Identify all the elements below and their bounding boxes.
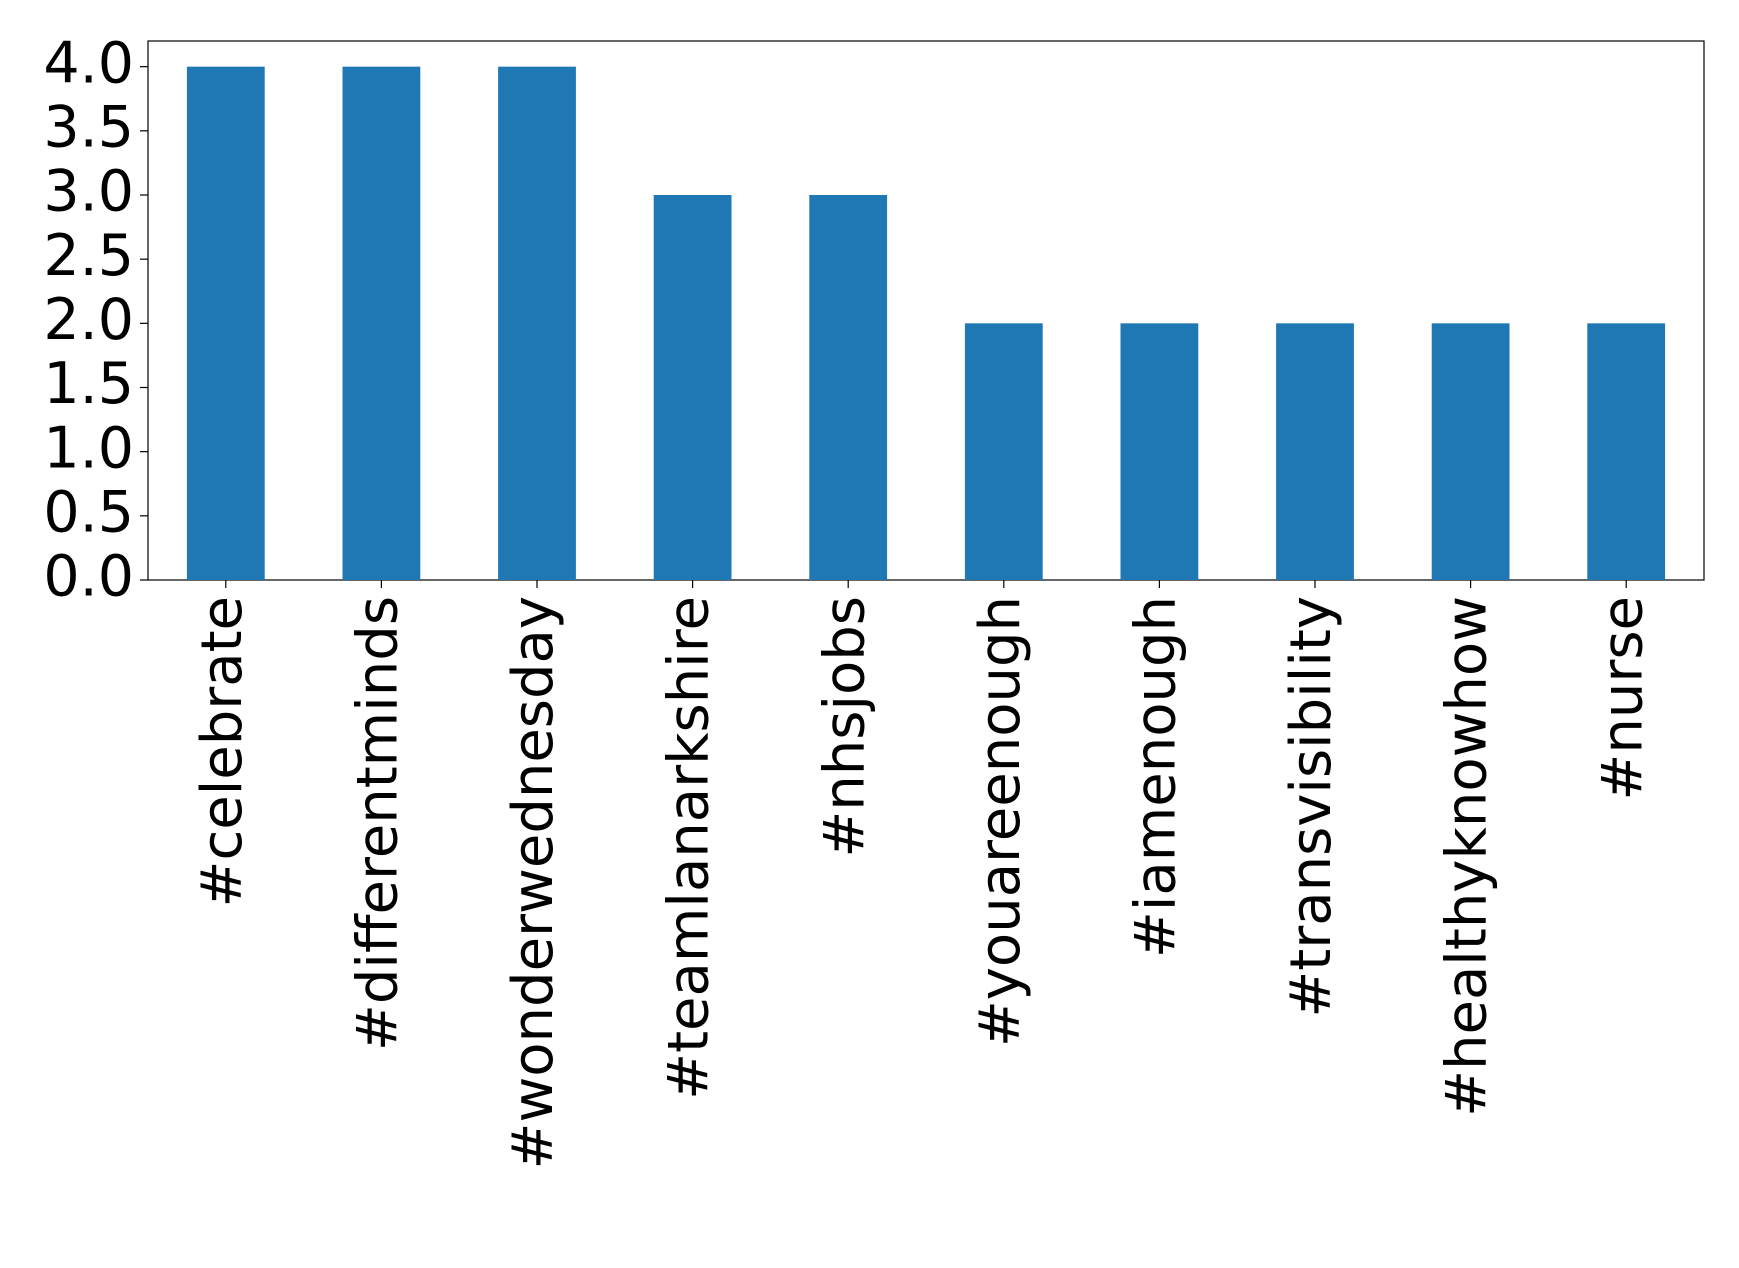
bar bbox=[498, 66, 576, 580]
bar bbox=[186, 66, 265, 580]
x-tick-label: #nurse bbox=[1590, 596, 1655, 801]
x-tick-label: #teamlanarkshire bbox=[657, 596, 722, 1100]
x-tick-label: #celebrate bbox=[190, 596, 255, 907]
plot-frame bbox=[147, 40, 1705, 581]
x-tick-label: #iamenough bbox=[1124, 596, 1189, 958]
bar bbox=[342, 66, 421, 580]
bar bbox=[1276, 323, 1354, 580]
x-tick-label: #healthyknowhow bbox=[1435, 596, 1500, 1117]
y-tick-label: 1.5 bbox=[43, 351, 134, 417]
bar bbox=[964, 323, 1043, 580]
bar bbox=[1120, 323, 1199, 580]
x-tick-label: #differentminds bbox=[346, 596, 411, 1051]
bar bbox=[809, 195, 888, 580]
y-tick-label: 2.5 bbox=[43, 223, 134, 289]
y-tick-label: 1.0 bbox=[43, 415, 134, 481]
y-tick-label: 0.0 bbox=[43, 544, 134, 610]
x-tick-label: #wonderwednesday bbox=[501, 596, 566, 1169]
y-tick-label: 3.5 bbox=[43, 94, 134, 160]
y-tick-label: 0.5 bbox=[43, 479, 134, 545]
bar bbox=[653, 195, 732, 580]
x-tick-label: #nhsjobs bbox=[812, 596, 877, 858]
bar bbox=[1431, 323, 1510, 580]
y-tick-label: 3.0 bbox=[43, 159, 134, 225]
x-tick-label: #youareenough bbox=[968, 596, 1033, 1047]
x-tick-label: #transvisibility bbox=[1279, 596, 1344, 1018]
y-tick-label: 4.0 bbox=[43, 30, 134, 96]
y-tick-label: 2.0 bbox=[43, 287, 134, 353]
bar bbox=[1587, 323, 1666, 580]
